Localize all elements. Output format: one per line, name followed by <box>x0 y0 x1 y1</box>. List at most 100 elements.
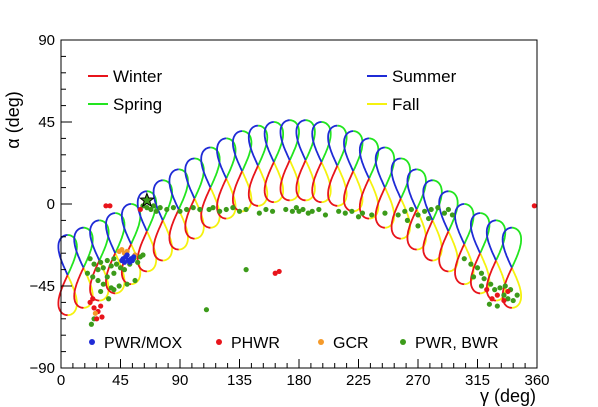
point-pwrbwr-101 <box>88 321 95 327</box>
y-axis-label: α (deg) <box>3 91 23 148</box>
legend-text-pwrbwr: PWR, BWR <box>415 335 499 352</box>
point-phwr-5 <box>531 203 537 209</box>
point-pwrbwr-22 <box>283 206 289 213</box>
point-pwrbwr-8 <box>177 208 183 214</box>
point-pwrbwr-19 <box>256 210 262 216</box>
loop-13-spring <box>273 121 284 163</box>
point-pwrbwr-23 <box>289 208 295 214</box>
loop-24-spring <box>447 190 459 232</box>
x-tick-label-90: 90 <box>172 372 189 389</box>
point-pwrbwr-51 <box>87 256 93 262</box>
loop-19-winter <box>358 178 370 220</box>
loop-18-summer <box>343 130 355 172</box>
point-pwrbwr-43 <box>428 206 434 213</box>
x-tick-label-135: 135 <box>227 372 252 389</box>
legend-label-winter: Winter <box>113 67 162 86</box>
point-pwrbwr-24 <box>293 205 299 211</box>
loop-17-winter <box>327 165 339 207</box>
point-pwrbwr-45 <box>441 210 448 216</box>
loop-10-fall <box>225 178 237 220</box>
legend-label-fall: Fall <box>392 95 419 114</box>
loop-2-spring <box>98 219 110 261</box>
point-pwrbwr-52 <box>91 261 97 267</box>
loop-17-fall <box>336 165 348 207</box>
point-pwrbwr-36 <box>369 212 375 218</box>
point-pwrbwr-34 <box>355 214 362 220</box>
point-pwrbwr-14 <box>217 208 223 214</box>
loop-3-summer <box>105 212 117 254</box>
loop-9-winter <box>200 187 212 229</box>
point-phwr-9 <box>98 303 104 309</box>
point-pwrbwr-57 <box>108 263 114 269</box>
season-legend: Winter Spring Summer Fall <box>88 67 457 114</box>
loop-1-spring <box>82 226 94 269</box>
point-pwrbwr-55 <box>100 265 106 271</box>
loop-15-winter <box>295 159 307 202</box>
point-phwr-17 <box>489 296 495 302</box>
loop-9-summer <box>200 146 212 188</box>
point-gcr-3 <box>124 248 130 254</box>
point-pwrbwr-48 <box>404 217 411 223</box>
point-pwrbwr-47 <box>449 212 455 218</box>
loop-14-summer <box>279 119 291 161</box>
point-gcr-5 <box>92 310 98 316</box>
point-pwrbwr-33 <box>349 208 355 214</box>
point-pwrbwr-92 <box>514 292 520 298</box>
point-phwr-13 <box>494 292 500 298</box>
point-phwr-10 <box>90 296 96 302</box>
loop-17-spring <box>336 124 348 167</box>
data-points <box>84 192 537 327</box>
loop-28-spring <box>511 226 522 269</box>
point-pwrbwr-6 <box>164 206 170 213</box>
point-pwrbwr-72 <box>84 270 91 276</box>
point-pwrbwr-53 <box>95 267 101 273</box>
point-pwrbwr-20 <box>263 206 269 213</box>
point-phwr-1 <box>107 203 113 209</box>
point-pwrbwr-12 <box>206 206 212 213</box>
loop-6-summer <box>152 179 164 221</box>
loop-16-winter <box>311 161 323 204</box>
point-pwrbwr-69 <box>95 277 101 284</box>
x-tick-label-270: 270 <box>405 372 430 389</box>
loop-1-winter <box>73 267 85 309</box>
loop-10-spring <box>225 137 237 179</box>
y-tick-label-45: 45 <box>38 114 55 131</box>
point-pwrbwr-25 <box>296 208 302 214</box>
loop-6-winter <box>152 220 164 262</box>
point-pwrbwr-80 <box>461 256 467 262</box>
point-pwrbwr-41 <box>415 212 421 218</box>
point-pwrbwr-2 <box>148 206 154 213</box>
loop-0-fall <box>66 274 78 317</box>
loop-15-spring <box>304 119 316 161</box>
point-pwrbwr-17 <box>236 208 243 214</box>
point-pwrbwr-15 <box>223 206 229 213</box>
loop-27-fall <box>495 260 507 302</box>
point-legend: PWR/MOX PHWR GCR PWR, BWR <box>89 335 499 352</box>
loop-22-spring <box>415 168 427 210</box>
point-pwrbwr-70 <box>100 281 106 287</box>
legend-text-gcr: GCR <box>333 335 369 352</box>
loop-12-winter <box>247 165 259 207</box>
loop-16-spring <box>320 121 332 163</box>
loop-14-spring <box>288 119 300 161</box>
point-pwrbwr-13 <box>210 205 216 211</box>
point-phwr-4 <box>276 268 282 275</box>
x-tick-label-0: 0 <box>57 372 65 389</box>
loop-28-fall <box>511 267 522 309</box>
loop-11-fall <box>241 170 253 213</box>
loop-2-summer <box>89 219 101 261</box>
point-pwrbwr-46 <box>445 206 452 213</box>
point-pwrbwr-35 <box>359 210 366 216</box>
point-pwrbwr-85 <box>488 281 494 287</box>
loop-21-winter <box>390 198 402 240</box>
loop-24-winter <box>438 230 450 273</box>
loop-19-summer <box>358 137 370 179</box>
loop-25-winter <box>454 243 466 286</box>
loop-19-fall <box>368 178 380 220</box>
loop-25-summer <box>454 203 466 245</box>
point-pwrbwr-31 <box>336 208 342 214</box>
point-phwr-7 <box>91 305 97 311</box>
point-pwrbwr-78 <box>124 281 130 287</box>
point-pwrbwr-3 <box>150 203 157 209</box>
